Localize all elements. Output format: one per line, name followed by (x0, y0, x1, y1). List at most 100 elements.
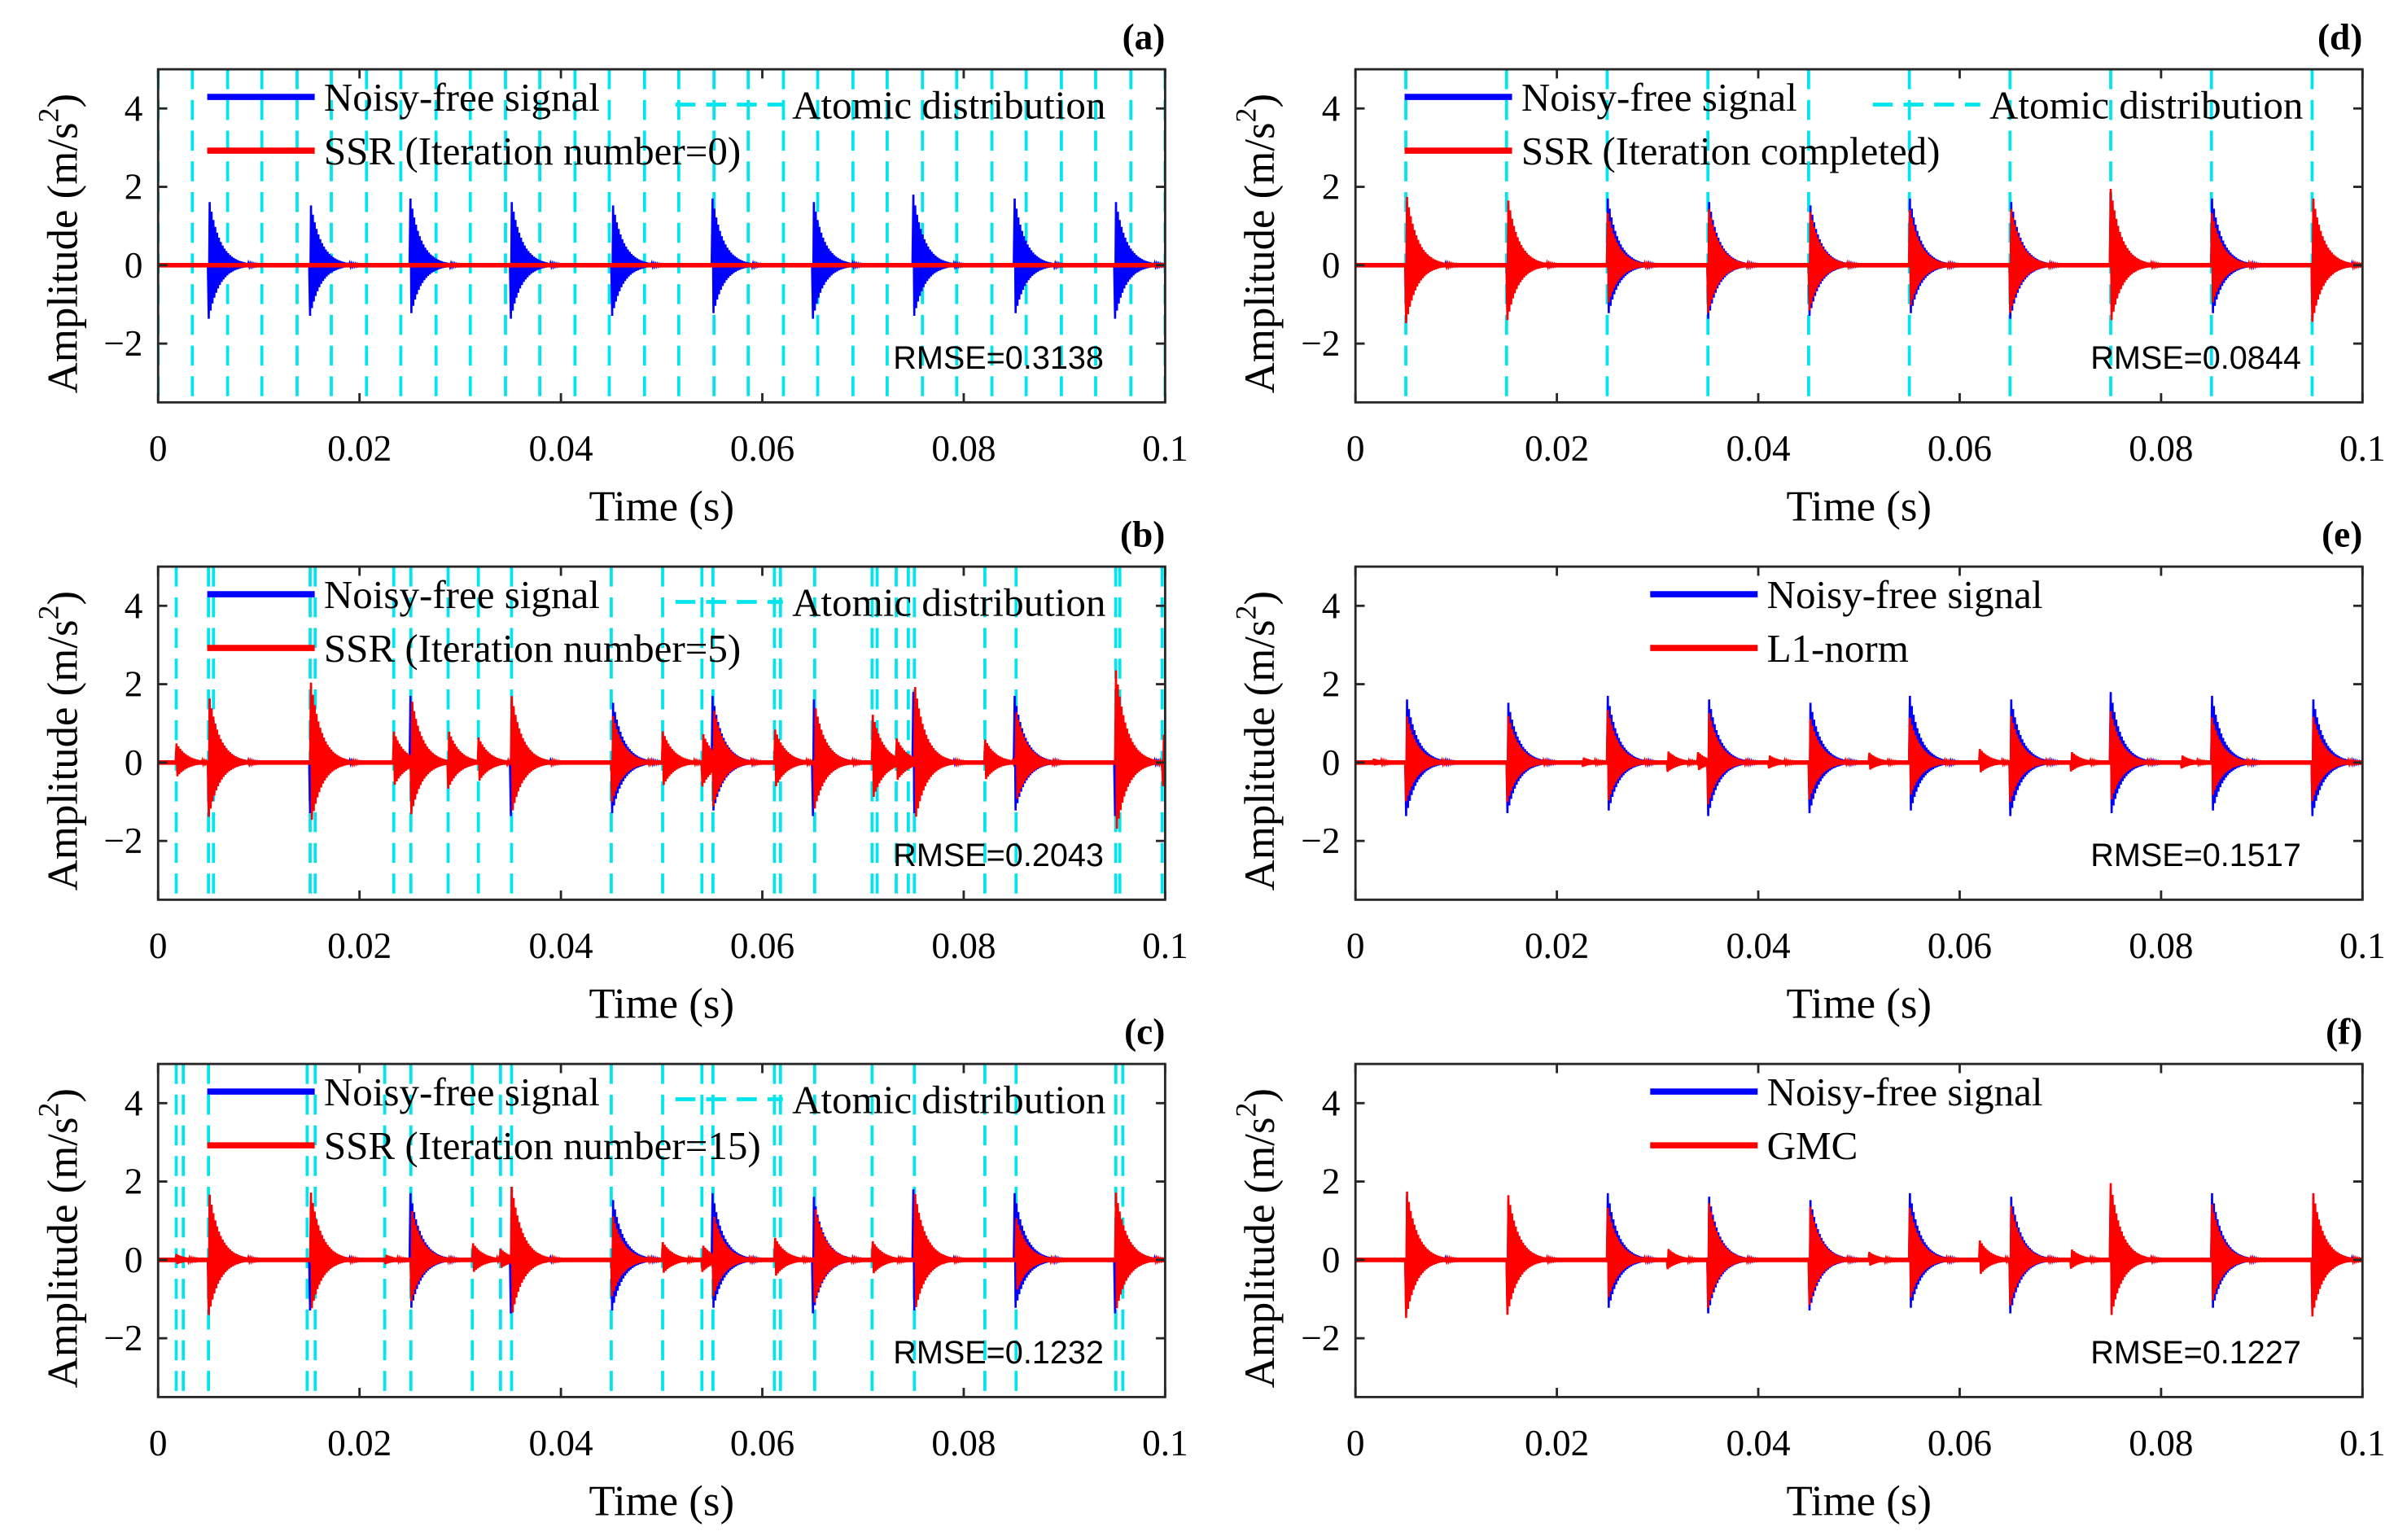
legend: Noisy-free signal GMC (1650, 1070, 2043, 1168)
y-tick-label: 2 (125, 1162, 143, 1202)
y-axis-label-end: ) (1236, 1088, 1284, 1103)
x-tick-label: 0.06 (1928, 428, 1992, 469)
y-tick-label: −2 (1301, 1318, 1340, 1358)
y-axis-label-superscript: 2 (33, 606, 65, 620)
y-axis-label: Amplitude (m/s2) (33, 591, 87, 890)
rmse-annotation: RMSE=0.1232 (893, 1335, 1104, 1371)
series-reconstruction (1355, 189, 2363, 324)
y-axis-label-end: ) (39, 591, 86, 606)
y-axis-label-end: ) (39, 1088, 86, 1103)
legend: Noisy-free signal SSR (Iteration complete… (1404, 75, 2303, 173)
legend-label-reconstruction: SSR (Iteration number=15) (324, 1123, 761, 1168)
y-axis-label-superscript: 2 (1230, 108, 1263, 123)
legend-label-noise-free: Noisy-free signal (324, 75, 600, 120)
x-tick-label: 0.02 (327, 925, 392, 966)
y-tick-label: 4 (1322, 585, 1341, 626)
x-tick-label: 0 (1346, 925, 1365, 966)
y-tick-label: −2 (103, 820, 142, 861)
x-tick-label: 0.04 (528, 1423, 593, 1463)
x-tick-label: 0.1 (1142, 428, 1188, 469)
x-tick-label: 0.08 (931, 925, 996, 966)
x-axis-label: Time (s) (589, 981, 734, 1028)
y-axis-label-end: ) (1236, 94, 1284, 108)
y-axis-label: Amplitude (m/s2) (33, 1088, 87, 1388)
y-axis-label-superscript: 2 (33, 1103, 65, 1118)
y-tick-label: −2 (1301, 820, 1340, 861)
y-tick-label: −2 (103, 1318, 142, 1358)
y-tick-label: 2 (1322, 167, 1341, 208)
y-tick-label: 0 (1322, 1240, 1341, 1280)
x-tick-label: 0.02 (1525, 1423, 1589, 1463)
legend: Noisy-free signal SSR (Iteration number=1… (207, 1070, 1105, 1168)
subplot-c: 0 0.02 0.04 0.06 0.08 0.1 −2 0 2 4 Time (s) Amplitu… (33, 1012, 1188, 1525)
legend-label-reconstruction: SSR (Iteration number=0) (324, 129, 741, 173)
x-axis-label: Time (s) (1787, 981, 1932, 1028)
x-tick-label: 0 (149, 428, 168, 469)
x-tick-label: 0.04 (1726, 428, 1790, 469)
series-reconstruction (1355, 1183, 2363, 1319)
x-axis-label: Time (s) (1787, 483, 1932, 531)
x-tick-label: 0.02 (1525, 925, 1589, 966)
x-tick-label: 0.1 (2339, 1423, 2386, 1463)
x-tick-label: 0.1 (1142, 925, 1188, 966)
legend-label-atoms: Atomic distribution (1989, 82, 2303, 127)
x-tick-label: 0.08 (2129, 925, 2193, 966)
y-tick-label: 0 (125, 742, 143, 783)
subplot-a: 0 0.02 0.04 0.06 0.08 0.1 −2 0 2 4 Time (s) Amplitu… (33, 17, 1188, 531)
y-axis-label: Amplitude (m/s2) (1230, 1088, 1284, 1388)
axes-box (156, 565, 1166, 901)
y-axis-label-superscript: 2 (1230, 606, 1263, 620)
y-tick-label: 2 (1322, 1162, 1341, 1202)
y-axis-label-main: Amplitude (m/s (1236, 619, 1284, 890)
plot-area (1355, 69, 2363, 403)
legend-label-reconstruction: L1-norm (1767, 626, 1909, 671)
panel-label: (a) (1123, 17, 1166, 58)
y-tick-label: 0 (1322, 245, 1341, 286)
x-tick-label: 0.08 (2129, 1423, 2193, 1463)
legend-label-noise-free: Noisy-free signal (1521, 75, 1797, 120)
legend: Noisy-free signal SSR (Iteration number=0… (207, 75, 1105, 173)
x-tick-label: 0.08 (931, 1423, 996, 1463)
y-tick-label: 4 (125, 1083, 143, 1123)
y-axis-label: Amplitude (m/s2) (33, 94, 87, 393)
plot-area (158, 69, 1166, 403)
legend: Noisy-free signal SSR (Iteration number=5… (207, 572, 1105, 671)
x-tick-label: 0.04 (1726, 925, 1790, 966)
rmse-annotation: RMSE=0.3138 (893, 340, 1104, 376)
x-tick-label: 0 (149, 925, 168, 966)
y-axis-label-main: Amplitude (m/s (1236, 122, 1284, 393)
x-tick-label: 0.02 (327, 428, 392, 469)
x-tick-label: 0.06 (1928, 925, 1992, 966)
series-reconstruction (1355, 710, 2363, 805)
y-axis-label-superscript: 2 (1230, 1103, 1263, 1118)
x-axis-label: Time (s) (589, 483, 734, 531)
y-tick-label: 4 (1322, 88, 1341, 129)
y-axis-label-main: Amplitude (m/s (1236, 1117, 1284, 1388)
legend: Noisy-free signal L1-norm (1650, 572, 2043, 671)
legend-label-atoms: Atomic distribution (792, 1077, 1105, 1122)
y-axis-label-main: Amplitude (m/s (39, 122, 86, 393)
x-tick-label: 0.04 (1726, 1423, 1790, 1463)
legend-label-reconstruction: SSR (Iteration completed) (1521, 129, 1941, 173)
subplot-e: 0 0.02 0.04 0.06 0.08 0.1 −2 0 2 4 Time (s) Amplitu… (1230, 514, 2386, 1028)
plot-area (158, 567, 1166, 900)
subplot-f: 0 0.02 0.04 0.06 0.08 0.1 −2 0 2 4 Time (s) Amplitu… (1230, 1012, 2386, 1525)
axes-box (156, 1062, 1166, 1398)
plot-area (1355, 692, 2363, 816)
y-tick-label: 2 (125, 664, 143, 705)
legend-label-atoms: Atomic distribution (792, 82, 1105, 127)
panel-label: (d) (2317, 17, 2362, 58)
y-axis-label-superscript: 2 (33, 108, 65, 123)
series-noise-free-signal (158, 195, 1166, 319)
y-axis-label: Amplitude (m/s2) (1230, 94, 1284, 393)
y-tick-label: 4 (125, 88, 143, 129)
panel-label: (e) (2322, 514, 2362, 555)
x-tick-label: 0.06 (730, 428, 794, 469)
x-tick-label: 0 (1346, 1423, 1365, 1463)
panel-label: (f) (2326, 1012, 2362, 1052)
rmse-annotation: RMSE=0.0844 (2090, 340, 2301, 376)
y-tick-label: −2 (1301, 323, 1340, 364)
rmse-annotation: RMSE=0.1517 (2090, 838, 2301, 873)
axes-box (156, 68, 1166, 404)
